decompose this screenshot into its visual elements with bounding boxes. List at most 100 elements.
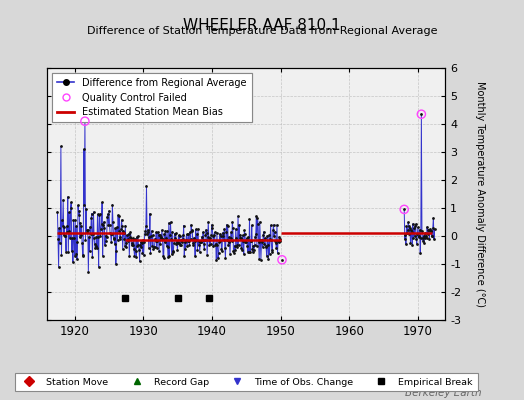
Point (202, 226, 210, 233)
Point (412, 241, 421, 247)
Point (106, 231, 115, 237)
Point (174, 232, 183, 238)
Point (176, 242, 184, 248)
Point (227, 229, 235, 236)
Point (125, 230, 133, 237)
Point (237, 235, 245, 242)
Point (137, 239, 145, 246)
Point (111, 225, 119, 232)
Point (94, 264, 103, 270)
Point (251, 234, 259, 240)
Point (203, 234, 212, 240)
Point (201, 237, 209, 244)
Point (105, 222, 114, 228)
Point (126, 229, 135, 235)
Point (416, 249, 424, 256)
Point (136, 241, 145, 248)
Point (237, 245, 246, 251)
Point (233, 242, 242, 248)
Point (189, 242, 198, 248)
Point (241, 239, 249, 246)
Point (91, 245, 100, 252)
Point (149, 246, 158, 252)
Point (400, 206, 408, 213)
Point (213, 242, 222, 248)
Point (194, 226, 202, 232)
Point (104, 211, 112, 217)
Point (128, 241, 137, 248)
Point (244, 234, 253, 241)
Point (85, 234, 93, 240)
Point (410, 233, 419, 239)
Point (64, 209, 73, 216)
Point (138, 250, 147, 256)
Point (199, 236, 207, 243)
Point (191, 226, 200, 233)
Point (419, 238, 427, 244)
Point (135, 258, 144, 264)
Point (140, 231, 149, 238)
Point (262, 244, 270, 250)
Point (56, 240, 64, 246)
Point (56, 230, 64, 236)
Point (158, 236, 167, 242)
Point (112, 261, 120, 267)
Point (121, 242, 129, 249)
Point (139, 252, 148, 258)
Point (144, 229, 152, 235)
Point (224, 242, 233, 248)
Point (252, 230, 260, 237)
Point (243, 235, 251, 242)
Point (184, 231, 192, 237)
Point (196, 239, 205, 245)
Point (152, 245, 161, 251)
Point (54, 236, 62, 242)
Point (414, 224, 422, 230)
Point (182, 231, 191, 238)
Point (267, 237, 276, 244)
Point (427, 228, 435, 234)
Point (215, 231, 224, 237)
Point (427, 228, 435, 234)
Point (278, 257, 286, 263)
Point (76, 220, 84, 226)
Point (404, 219, 412, 226)
Point (203, 252, 211, 258)
Point (218, 248, 226, 255)
Point (73, 238, 82, 245)
Point (412, 236, 420, 242)
Point (276, 236, 285, 242)
Point (269, 222, 278, 228)
Point (255, 239, 263, 245)
Point (150, 244, 158, 250)
Point (201, 232, 210, 238)
Point (171, 234, 179, 241)
Point (107, 231, 116, 237)
Point (176, 233, 184, 240)
Point (265, 250, 274, 257)
Point (409, 221, 417, 227)
Point (68, 235, 77, 242)
Point (271, 240, 280, 246)
Point (89, 231, 97, 238)
Point (59, 196, 68, 203)
Point (246, 238, 255, 244)
Point (135, 246, 143, 253)
Point (417, 111, 425, 118)
Point (255, 256, 264, 263)
Point (154, 232, 162, 239)
Point (116, 234, 125, 240)
Point (110, 236, 118, 242)
Point (92, 243, 100, 250)
Point (253, 243, 261, 250)
Point (94, 234, 102, 240)
Point (117, 217, 126, 223)
Point (73, 256, 81, 262)
Point (420, 240, 429, 247)
Point (81, 237, 90, 243)
Point (274, 238, 282, 244)
Point (173, 246, 182, 253)
Point (90, 235, 99, 241)
Text: Berkeley Earth: Berkeley Earth (406, 388, 482, 398)
Point (125, 252, 134, 259)
